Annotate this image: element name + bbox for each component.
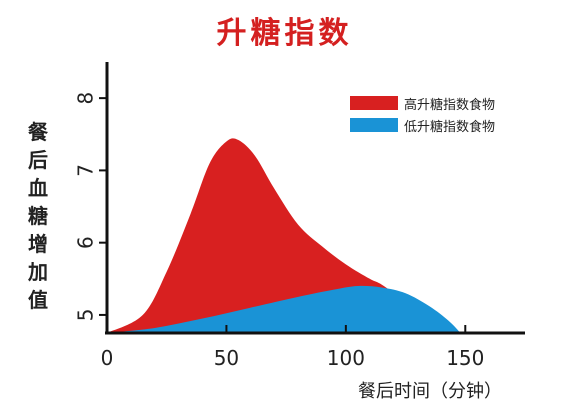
legend-swatch-low-gi [350, 118, 398, 132]
y-tick-label-3: 8 [74, 92, 98, 105]
legend-swatch-high-gi [350, 96, 398, 110]
legend-item-low-gi: 低升糖指数食物 [350, 114, 495, 136]
x-tick-label-1: 50 [214, 346, 239, 370]
y-axis-label: 餐后血糖增加值 [28, 120, 48, 312]
x-tick-label-2: 100 [327, 346, 365, 370]
area-low-gi [107, 285, 461, 333]
legend-label-low-gi: 低升糖指数食物 [404, 119, 496, 135]
chart-title: 升糖指数 [216, 16, 353, 51]
x-tick-label-0: 0 [101, 346, 114, 370]
legend-label-high-gi: 高升糖指数食物 [404, 97, 496, 113]
y-tick-label-2: 7 [74, 164, 98, 177]
x-tick-label-3: 150 [446, 346, 484, 370]
legend: 高升糖指数食物 低升糖指数食物 [350, 92, 495, 136]
area-high-gi [107, 138, 461, 333]
y-tick-label-0: 5 [74, 309, 98, 322]
legend-item-high-gi: 高升糖指数食物 [350, 92, 495, 114]
x-axis-label: 餐后时间（分钟） [358, 381, 502, 402]
y-tick-label-1: 6 [74, 236, 98, 249]
